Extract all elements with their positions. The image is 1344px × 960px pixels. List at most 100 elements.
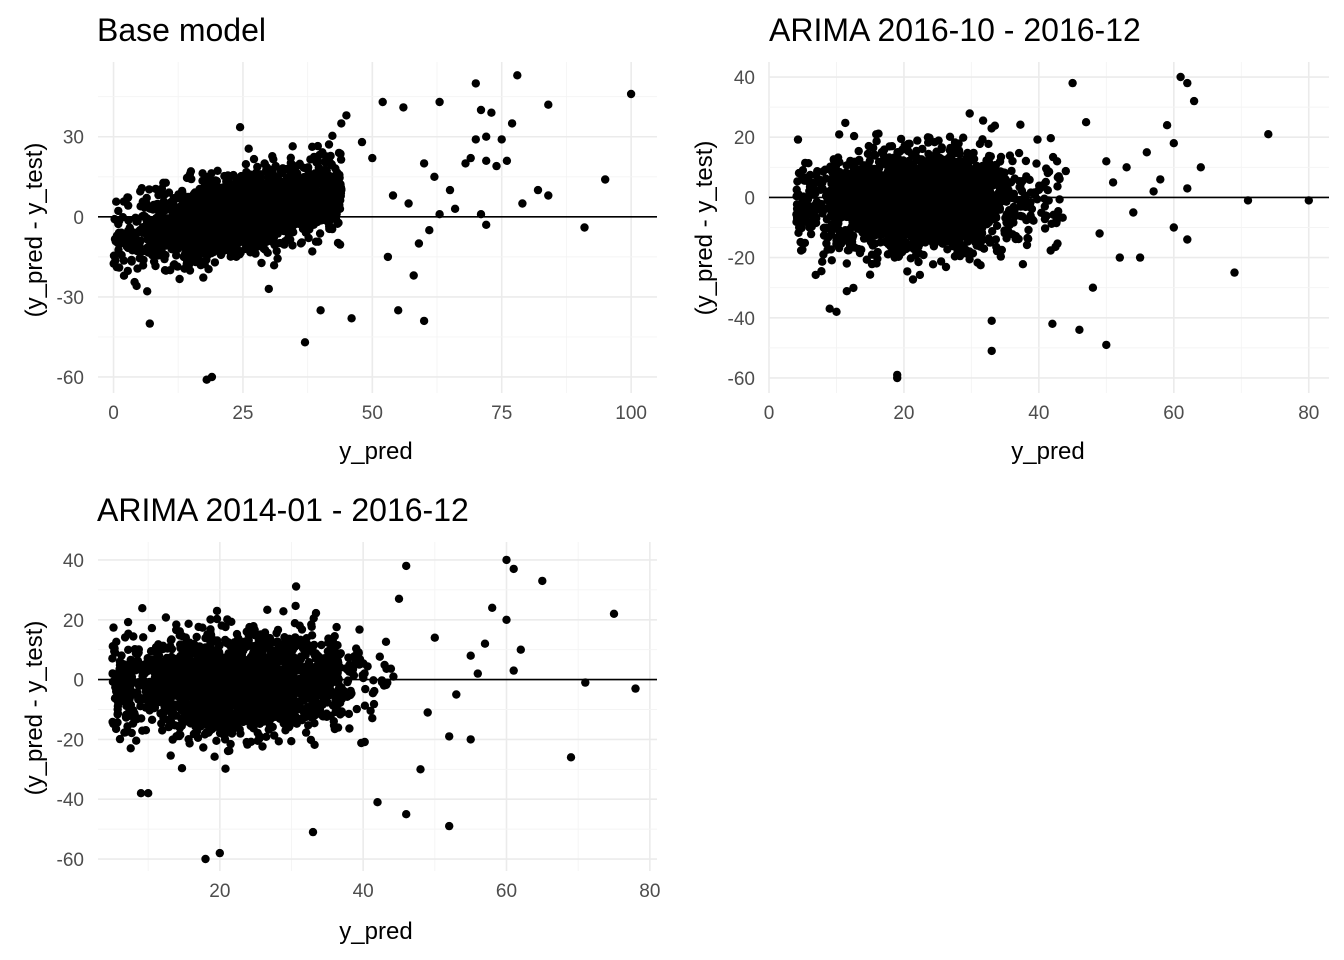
x-tick-labels: 0 20 40 60 80 <box>764 403 1320 424</box>
data-point <box>892 214 901 223</box>
data-point <box>1032 159 1041 168</box>
data-point <box>300 209 309 218</box>
data-point <box>1000 226 1009 235</box>
data-point <box>902 238 911 247</box>
data-point <box>1048 319 1057 328</box>
data-point <box>1264 130 1273 139</box>
data-point <box>368 153 377 163</box>
data-point <box>1196 163 1206 172</box>
data-point <box>240 220 250 229</box>
data-point <box>1033 135 1042 144</box>
data-point <box>361 684 370 694</box>
data-point <box>249 173 258 182</box>
data-point <box>973 168 982 177</box>
data-point <box>862 255 871 264</box>
data-point <box>326 151 335 161</box>
data-point <box>803 195 813 204</box>
data-point <box>1189 96 1199 106</box>
data-point <box>1135 253 1145 262</box>
data-point <box>914 257 923 267</box>
panel-arima-2016-10: ARIMA 2016-10 - 2016-12 0 20 40 60 80 -60-40… <box>691 12 1329 465</box>
data-point <box>987 316 996 325</box>
data-point <box>1053 239 1062 248</box>
data-point <box>984 139 993 149</box>
data-point <box>163 214 173 223</box>
data-point <box>957 217 967 226</box>
data-point <box>308 247 317 256</box>
data-point <box>904 177 913 187</box>
data-point <box>967 186 977 195</box>
data-point <box>135 237 145 246</box>
data-point <box>160 254 169 264</box>
data-point <box>978 223 987 232</box>
data-point <box>1005 188 1014 198</box>
data-point <box>832 307 841 316</box>
data-point <box>968 249 978 258</box>
data-point <box>205 202 214 211</box>
data-point <box>1030 188 1039 197</box>
data-point <box>123 193 133 202</box>
data-point <box>801 158 810 168</box>
data-point <box>1024 225 1033 235</box>
data-point <box>249 154 259 164</box>
data-point <box>288 197 297 206</box>
data-point <box>976 242 985 251</box>
data-point <box>399 103 408 112</box>
data-point <box>925 133 934 142</box>
data-point <box>793 135 803 144</box>
data-point <box>885 142 894 151</box>
data-point <box>167 228 176 237</box>
x-tick-label: 40 <box>1028 403 1049 424</box>
data-point <box>903 267 912 276</box>
data-point <box>917 155 926 164</box>
data-point <box>893 204 902 214</box>
data-point <box>187 206 196 215</box>
y-axis-label: (y_pred - y_test) <box>21 143 48 318</box>
data-point <box>962 199 971 208</box>
data-point <box>872 259 881 268</box>
data-point <box>841 118 850 128</box>
data-point <box>487 108 496 117</box>
data-point <box>859 170 868 179</box>
data-point <box>119 256 129 265</box>
data-point <box>805 186 814 196</box>
data-point <box>946 154 955 163</box>
data-point <box>1040 224 1050 233</box>
data-point <box>1011 234 1020 244</box>
data-point <box>992 221 1002 230</box>
data-point <box>915 270 925 280</box>
data-point <box>272 246 281 256</box>
data-point <box>210 258 220 267</box>
data-point <box>476 105 486 115</box>
data-point <box>953 208 962 217</box>
data-point <box>114 245 123 255</box>
data-point <box>996 152 1006 162</box>
data-point <box>1053 173 1063 182</box>
data-point <box>895 225 904 234</box>
data-point <box>147 715 157 724</box>
data-point <box>1055 195 1064 204</box>
data-point <box>232 252 241 261</box>
data-point <box>1016 120 1025 129</box>
data-point <box>954 146 964 155</box>
data-point <box>304 163 313 172</box>
data-point <box>1075 325 1084 334</box>
data-point <box>266 192 275 202</box>
data-point <box>821 174 830 183</box>
data-point <box>952 228 962 237</box>
data-point <box>919 187 928 196</box>
data-point <box>236 190 245 200</box>
data-point <box>174 209 184 218</box>
data-point <box>840 183 849 192</box>
data-point <box>950 138 960 147</box>
data-point <box>178 241 187 250</box>
y-tick-label: -20 <box>728 249 755 270</box>
data-point <box>831 162 841 171</box>
data-point <box>142 193 151 203</box>
data-point <box>308 219 317 228</box>
panel-arima-2014-01: ARIMA 2014-01 - 2016-12 20 40 60 80 -60-40-… <box>21 492 660 945</box>
data-point <box>1016 211 1025 221</box>
data-point <box>872 170 881 180</box>
data-point <box>1115 253 1125 262</box>
data-point <box>192 228 201 237</box>
